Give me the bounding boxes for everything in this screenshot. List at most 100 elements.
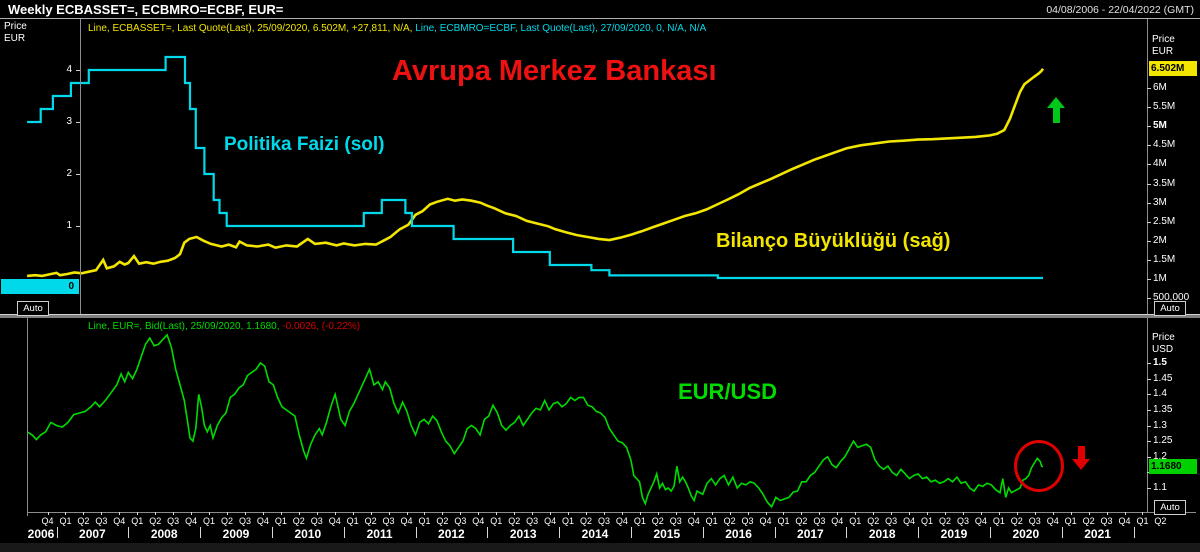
x-axis-quarter-tick [855, 512, 857, 515]
x-axis-quarter-tick [998, 512, 1000, 515]
x-axis-quarter-tick [83, 512, 85, 515]
x-axis-quarter-label: Q2 [508, 516, 521, 526]
x-axis-quarter-label: Q1 [274, 516, 287, 526]
bottom-strip [0, 543, 1200, 552]
x-axis-quarter-tick [1124, 512, 1126, 515]
ecb-policy-rate-line[interactable] [27, 55, 1043, 280]
x-axis-quarter-tick [352, 512, 354, 515]
x-axis-quarter-label: Q3 [238, 516, 251, 526]
x-axis-quarter-tick [442, 512, 444, 515]
x-axis-quarter-label: Q4 [113, 516, 126, 526]
axis-tick-mark [1147, 394, 1151, 396]
ecb-balance-sheet-line[interactable] [27, 68, 1045, 278]
axis-tick-mark [1147, 425, 1151, 427]
auto-scale-button-top-left[interactable]: Auto [17, 301, 49, 316]
x-axis-quarter-tick [891, 512, 893, 515]
x-axis-year-separator [630, 527, 632, 538]
x-axis-quarter-label: Q2 [1010, 516, 1023, 526]
annotation-policy-rate: Politika Faizi (sol) [224, 134, 385, 155]
x-axis-quarter-tick [837, 512, 839, 515]
x-axis-quarter-tick [101, 512, 103, 515]
axis-tick-label: 5M [1153, 120, 1167, 132]
x-axis-quarter-label: Q4 [903, 516, 916, 526]
x-axis-quarter-label: Q4 [472, 516, 485, 526]
top-left-axis-title-eur: EUR [4, 33, 26, 44]
axis-tick-mark [1147, 164, 1151, 166]
axis-tick-label: 1.5M [1153, 253, 1176, 265]
axis-tick-label: 4M [1153, 158, 1167, 170]
x-axis-quarter-tick [496, 512, 498, 515]
x-axis-quarter-tick [244, 512, 246, 515]
x-axis-quarter-label: Q3 [597, 516, 610, 526]
x-axis-quarter-label: Q3 [1100, 516, 1113, 526]
x-axis-quarter-label: Q2 [149, 516, 162, 526]
axis-tick-label: 1.1 [1153, 482, 1167, 493]
x-axis-border [27, 512, 1196, 513]
x-axis-quarter-tick [873, 512, 875, 515]
x-axis-quarter-tick [209, 512, 211, 515]
x-axis-quarter-label: Q4 [687, 516, 700, 526]
x-axis-quarter-label: Q4 [615, 516, 628, 526]
x-axis-quarter-tick [388, 512, 390, 515]
x-axis-quarter-tick [711, 512, 713, 515]
auto-scale-button-top-right[interactable]: Auto [1154, 301, 1186, 316]
x-axis-quarter-tick [1088, 512, 1090, 515]
panel-divider[interactable] [0, 314, 1200, 318]
annotation-heading: Avrupa Merkez Bankası [392, 55, 717, 87]
policy-rate-last-value-badge: 0 [1, 279, 79, 294]
axis-tick-mark [76, 122, 80, 123]
bottom-left-border [27, 317, 28, 516]
axis-tick-label: 1.4 [1153, 388, 1167, 400]
x-axis-year-label: 2013 [509, 527, 537, 541]
x-axis-quarter-tick [1016, 512, 1018, 515]
x-axis-quarter-tick [424, 512, 426, 515]
x-axis-year-label: 2015 [653, 527, 681, 541]
axis-tick-label: 4 [66, 64, 72, 75]
x-axis-quarter-tick [801, 512, 803, 515]
x-axis-quarter-label: Q4 [974, 516, 987, 526]
x-axis-quarter-label: Q4 [831, 516, 844, 526]
title-bar: Weekly ECBASSET=, ECBMRO=ECBF, EUR= 04/0… [0, 0, 1200, 19]
x-axis-quarter-label: Q2 [77, 516, 90, 526]
x-axis-quarter-label: Q3 [454, 516, 467, 526]
x-axis-year-separator [989, 527, 991, 538]
eurusd-line[interactable] [27, 333, 1044, 509]
x-axis-year-separator [487, 527, 489, 538]
axis-tick-mark [1147, 488, 1151, 489]
top-panel-legend: Line, ECBASSET=, Last Quote(Last), 25/09… [88, 23, 706, 34]
auto-scale-button-bottom-right[interactable]: Auto [1154, 500, 1186, 515]
x-axis-quarter-tick [227, 512, 229, 515]
axis-tick-mark [1147, 378, 1151, 380]
top-right-axis-title-eur: EUR [1152, 46, 1174, 57]
x-axis-quarter-label: Q2 [580, 516, 593, 526]
x-axis-quarter-label: Q4 [328, 516, 341, 526]
x-axis-quarter-label: Q4 [544, 516, 557, 526]
x-axis-quarter-label: Q1 [705, 516, 718, 526]
x-axis-quarter-label: Q1 [777, 516, 790, 526]
bottom-panel-legend: Line, EUR=, Bid(Last), 25/09/2020, 1.168… [88, 321, 360, 332]
x-axis-quarter-label: Q1 [921, 516, 934, 526]
x-axis-quarter-label: Q2 [221, 516, 234, 526]
x-axis-quarter-tick [316, 512, 318, 515]
x-axis-quarter-label: Q2 [364, 516, 377, 526]
x-axis-quarter-label: Q3 [669, 516, 682, 526]
axis-tick-label: 1.25 [1153, 435, 1173, 447]
x-axis-quarter-label: Q1 [1064, 516, 1077, 526]
x-axis-year-separator [1133, 527, 1135, 538]
axis-tick-mark [1147, 456, 1151, 458]
x-axis-quarter-label: Q2 [651, 516, 664, 526]
x-axis-quarter-label: Q4 [400, 516, 413, 526]
axis-tick-label: 1 [66, 220, 72, 231]
x-axis-quarter-label: Q2 [436, 516, 449, 526]
x-axis-quarter-label: Q3 [167, 516, 180, 526]
x-axis-quarter-label: Q2 [723, 516, 736, 526]
axis-tick-mark [76, 70, 80, 71]
axis-tick-mark [1147, 126, 1151, 128]
x-axis-year-label: 2006 [27, 527, 55, 541]
legend-eur-change: -0.0026, (-0.22%) [282, 321, 361, 332]
x-axis-quarter-label: Q2 [939, 516, 952, 526]
x-axis-year-label: 2021 [1084, 527, 1111, 541]
axis-tick-label: 3.5M [1153, 177, 1176, 189]
x-axis-quarter-tick [514, 512, 516, 515]
